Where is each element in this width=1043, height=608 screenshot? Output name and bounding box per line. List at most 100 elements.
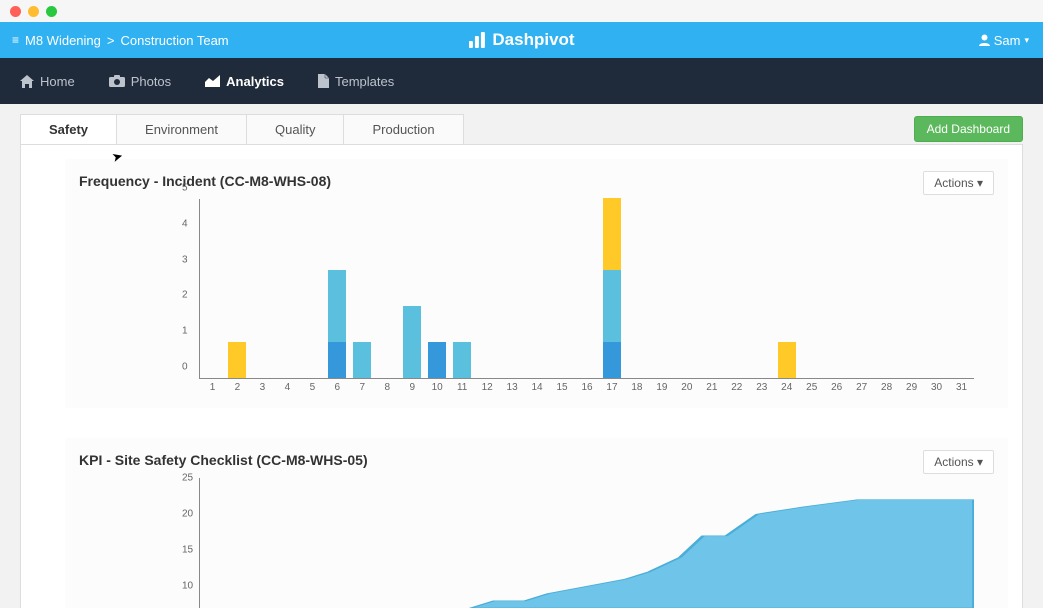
panel-area: Frequency - Incident (CC-M8-WHS-08) Acti… xyxy=(20,144,1023,608)
nav-item-photos[interactable]: Photos xyxy=(109,74,171,89)
x-tick: 21 xyxy=(706,382,717,393)
bar-segment xyxy=(228,342,246,378)
y-tick: 25 xyxy=(182,473,193,484)
tab-row: SafetyEnvironmentQualityProduction Add D… xyxy=(20,114,1023,144)
hamburger-icon[interactable]: ≡ xyxy=(12,33,19,47)
breadcrumb[interactable]: ≡ M8 Widening > Construction Team xyxy=(0,33,229,48)
bar xyxy=(353,342,371,378)
y-tick: 10 xyxy=(182,581,193,592)
x-tick: 3 xyxy=(260,382,266,393)
bar xyxy=(603,198,621,378)
area-plot-area: 10152025 xyxy=(199,478,974,608)
bar-segment xyxy=(603,270,621,342)
nav-item-analytics[interactable]: Analytics xyxy=(205,74,284,89)
x-tick: 13 xyxy=(507,382,518,393)
y-tick: 20 xyxy=(182,509,193,520)
x-tick: 26 xyxy=(831,382,842,393)
x-tick: 23 xyxy=(756,382,767,393)
bar-chart: 0123451234567891011121314151617181920212… xyxy=(179,199,974,394)
y-tick: 4 xyxy=(182,218,188,229)
main-nav: Home Photos Analytics Templates xyxy=(0,58,1043,104)
area-chart-container: 10152025 xyxy=(179,478,974,608)
logo-icon xyxy=(468,32,486,48)
x-tick: 20 xyxy=(681,382,692,393)
nav-label: Templates xyxy=(335,74,394,89)
bar-segment xyxy=(328,342,346,378)
x-tick: 14 xyxy=(532,382,543,393)
y-tick: 0 xyxy=(182,362,188,373)
dashboard-tabs: SafetyEnvironmentQualityProduction xyxy=(20,114,464,144)
bar-segment xyxy=(403,342,421,378)
tab-environment[interactable]: Environment xyxy=(117,115,247,144)
mac-titlebar xyxy=(0,0,1043,22)
bar-segment xyxy=(353,342,371,378)
x-tick: 9 xyxy=(409,382,415,393)
minimize-dot[interactable] xyxy=(28,6,39,17)
area-chart: 10152025 xyxy=(179,478,974,608)
bar xyxy=(403,306,421,378)
camera-icon xyxy=(109,75,125,87)
tab-production[interactable]: Production xyxy=(344,115,462,144)
bar xyxy=(778,342,796,378)
nav-item-home[interactable]: Home xyxy=(20,74,75,89)
x-tick: 4 xyxy=(285,382,291,393)
y-tick: 1 xyxy=(182,326,188,337)
nav-item-templates[interactable]: Templates xyxy=(318,74,394,89)
x-tick: 18 xyxy=(631,382,642,393)
bar xyxy=(328,270,346,378)
x-tick: 19 xyxy=(656,382,667,393)
x-tick: 12 xyxy=(482,382,493,393)
zoom-dot[interactable] xyxy=(46,6,57,17)
breadcrumb-team[interactable]: Construction Team xyxy=(120,33,228,48)
x-tick: 16 xyxy=(581,382,592,393)
chevron-down-icon: ▾ xyxy=(1024,35,1029,46)
app-header: ≡ M8 Widening > Construction Team Dashpi… xyxy=(0,22,1043,58)
panel-actions-button[interactable]: Actions ▾ xyxy=(923,450,994,474)
area-svg xyxy=(200,478,974,608)
app-name: Dashpivot xyxy=(492,30,574,50)
y-tick: 2 xyxy=(182,290,188,301)
close-dot[interactable] xyxy=(10,6,21,17)
tab-safety[interactable]: Safety xyxy=(21,115,117,144)
bar-segment xyxy=(603,342,621,378)
user-menu[interactable]: Sam ▾ xyxy=(979,33,1043,48)
x-tick: 31 xyxy=(956,382,967,393)
x-tick: 30 xyxy=(931,382,942,393)
y-tick: 5 xyxy=(182,183,188,194)
x-tick: 15 xyxy=(556,382,567,393)
user-icon xyxy=(979,34,990,46)
add-dashboard-button[interactable]: Add Dashboard xyxy=(914,116,1023,142)
bar-segment xyxy=(453,342,471,378)
bar-segment xyxy=(328,270,346,342)
x-tick: 11 xyxy=(457,382,467,393)
x-tick: 10 xyxy=(432,382,443,393)
x-tick: 6 xyxy=(335,382,341,393)
bar-segment xyxy=(603,198,621,270)
panel-actions-button[interactable]: Actions ▾ xyxy=(923,171,994,195)
app-logo[interactable]: Dashpivot xyxy=(468,30,574,50)
bar xyxy=(428,342,446,378)
breadcrumb-sep: > xyxy=(107,33,115,48)
nav-label: Photos xyxy=(131,74,171,89)
bar-segment xyxy=(403,306,421,342)
x-tick: 17 xyxy=(606,382,617,393)
chevron-down-icon: ▾ xyxy=(977,176,983,190)
x-tick: 7 xyxy=(360,382,366,393)
nav-label: Home xyxy=(40,74,75,89)
x-tick: 1 xyxy=(210,382,216,393)
bar-chart-container: 0123451234567891011121314151617181920212… xyxy=(179,199,974,394)
user-name: Sam xyxy=(994,33,1021,48)
breadcrumb-project[interactable]: M8 Widening xyxy=(25,33,101,48)
x-tick: 2 xyxy=(235,382,241,393)
bar-plot-area: 0123451234567891011121314151617181920212… xyxy=(199,199,974,379)
x-tick: 27 xyxy=(856,382,867,393)
x-tick: 8 xyxy=(384,382,390,393)
content-area: SafetyEnvironmentQualityProduction Add D… xyxy=(0,104,1043,608)
incident-frequency-panel: Frequency - Incident (CC-M8-WHS-08) Acti… xyxy=(65,159,1008,408)
chevron-down-icon: ▾ xyxy=(977,455,983,469)
panel-title: KPI - Site Safety Checklist (CC-M8-WHS-0… xyxy=(79,452,994,468)
kpi-checklist-panel: KPI - Site Safety Checklist (CC-M8-WHS-0… xyxy=(65,438,1008,608)
tab-quality[interactable]: Quality xyxy=(247,115,344,144)
bar-segment xyxy=(428,342,446,378)
home-icon xyxy=(20,75,34,88)
